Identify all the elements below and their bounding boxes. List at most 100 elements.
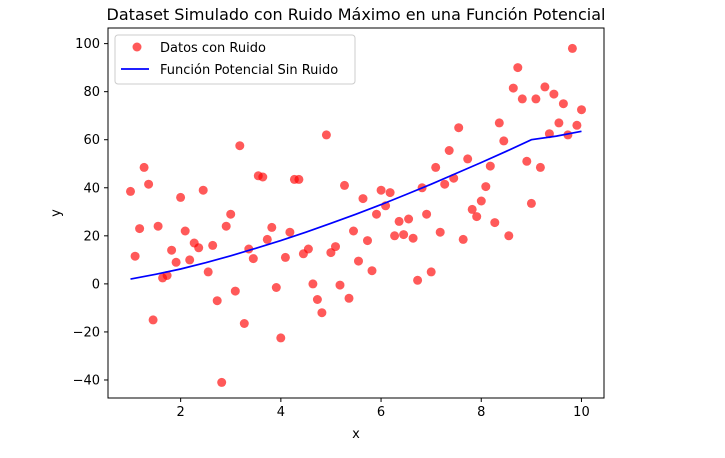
data-point <box>303 244 313 254</box>
data-point <box>504 231 514 241</box>
data-point <box>540 82 550 92</box>
data-point <box>467 204 477 214</box>
y-tick-label: 80 <box>83 85 100 100</box>
data-point <box>531 94 541 104</box>
data-point <box>394 216 404 226</box>
data-point <box>422 209 432 219</box>
data-point <box>217 377 227 387</box>
data-point <box>463 154 473 164</box>
data-point <box>248 254 258 264</box>
data-point <box>567 43 577 53</box>
data-point <box>577 105 586 115</box>
data-point <box>385 188 395 198</box>
data-point <box>180 226 190 236</box>
data-point <box>444 146 454 155</box>
data-point <box>508 83 518 93</box>
data-point <box>212 296 222 306</box>
data-point <box>317 308 327 318</box>
data-point <box>171 257 181 267</box>
legend-box <box>114 34 356 85</box>
data-point <box>344 293 354 303</box>
data-point <box>239 319 249 328</box>
x-tick-label: 6 <box>377 405 385 420</box>
y-tick-label: 100 <box>75 37 100 52</box>
x-axis: 2 4 6 8 10 <box>177 398 590 420</box>
y-tick-label: 20 <box>83 229 100 244</box>
data-point <box>331 242 340 252</box>
y-tick-label: 40 <box>83 181 100 196</box>
plot-area <box>126 43 586 387</box>
data-point <box>358 194 368 204</box>
x-tick-label: 2 <box>177 405 185 420</box>
data-point <box>572 120 582 130</box>
y-axis-label: y <box>49 209 64 217</box>
data-point <box>554 118 564 128</box>
data-point <box>517 94 527 104</box>
data-point <box>185 255 195 265</box>
data-point <box>490 218 500 228</box>
data-point <box>285 227 295 237</box>
data-point <box>153 221 163 231</box>
data-point <box>194 243 204 253</box>
data-point <box>280 252 290 262</box>
data-point <box>431 162 441 172</box>
data-point <box>526 198 536 208</box>
data-point <box>404 214 414 224</box>
trend-line <box>130 130 582 280</box>
data-point <box>335 280 345 290</box>
data-point <box>144 179 154 189</box>
data-point <box>472 212 482 222</box>
y-tick-label: −40 <box>73 373 100 388</box>
data-point <box>258 172 268 182</box>
data-point <box>513 63 523 73</box>
data-point <box>221 221 231 231</box>
data-point <box>494 118 504 128</box>
data-point <box>126 186 135 196</box>
data-point <box>230 286 240 296</box>
data-point <box>162 271 172 280</box>
data-point <box>276 333 286 343</box>
legend: Datos con Ruido Función Potencial Sin Ru… <box>114 34 356 85</box>
data-point <box>139 162 149 172</box>
legend-label-line: Función Potencial Sin Ruido <box>160 63 338 78</box>
x-tick-label: 10 <box>573 405 590 420</box>
data-point <box>558 99 568 109</box>
x-axis-label: x <box>352 427 360 442</box>
data-point <box>148 315 158 325</box>
data-point <box>485 161 495 171</box>
data-point <box>198 185 208 195</box>
x-tick-label: 8 <box>477 405 485 420</box>
data-point <box>390 231 400 241</box>
data-point <box>413 275 423 285</box>
y-tick-label: 60 <box>83 133 100 148</box>
data-point <box>294 174 304 184</box>
data-point <box>481 182 491 192</box>
data-point <box>426 267 436 277</box>
data-point <box>522 156 532 166</box>
x-tick-label: 4 <box>277 405 285 420</box>
y-tick-label: −20 <box>73 325 100 340</box>
data-point <box>130 251 140 261</box>
data-point <box>167 245 177 255</box>
data-point <box>399 230 409 240</box>
data-point <box>367 266 377 276</box>
data-point <box>271 283 281 292</box>
data-point <box>435 227 445 237</box>
data-point <box>458 234 468 244</box>
data-point <box>262 234 272 244</box>
legend-marker-scatter <box>132 42 142 52</box>
data-point <box>312 295 322 304</box>
data-point <box>321 130 331 140</box>
data-point <box>549 89 559 99</box>
data-point <box>340 180 349 190</box>
data-point <box>440 179 450 189</box>
data-point <box>499 136 509 146</box>
chart-title: Dataset Simulado con Ruido Máximo en una… <box>107 5 606 24</box>
data-point <box>376 185 386 195</box>
data-point <box>535 162 545 172</box>
axes-frame <box>107 27 605 399</box>
data-point <box>203 267 213 277</box>
data-point <box>208 240 218 250</box>
data-point <box>354 256 363 266</box>
